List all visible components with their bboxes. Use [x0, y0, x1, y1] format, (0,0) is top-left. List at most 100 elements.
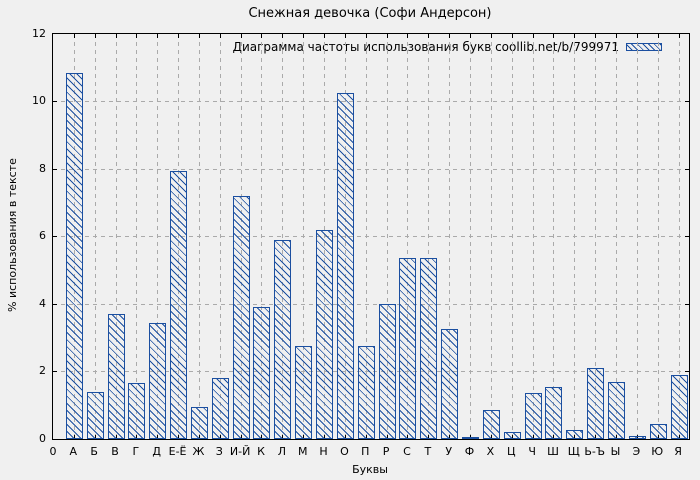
bar-Ю	[649, 423, 667, 439]
y-tick-label: 0	[39, 431, 46, 445]
gridline-vertical	[407, 34, 409, 439]
x-tick-mark	[240, 34, 242, 38]
x-tick-label: Г	[132, 445, 140, 458]
y-tick-mark	[53, 303, 57, 305]
bar-С	[399, 258, 417, 439]
y-tick-mark	[685, 168, 689, 170]
gridline-vertical	[616, 34, 618, 439]
gridline-vertical	[678, 34, 680, 439]
x-tick-mark	[178, 34, 180, 38]
x-tick-mark	[198, 34, 200, 38]
gridline-vertical	[219, 34, 221, 439]
x-tick-mark	[365, 34, 367, 38]
x-tick-label: Ж	[192, 445, 205, 458]
x-tick-label: Ю	[651, 445, 664, 458]
x-tick-mark	[282, 34, 284, 38]
bar-А	[65, 72, 83, 439]
y-tick-label: 4	[39, 296, 46, 310]
x-tick-label: Ф	[464, 445, 475, 458]
x-tick-label: З	[215, 445, 223, 458]
gridline-vertical	[303, 34, 305, 439]
bar-Ы	[608, 381, 626, 439]
gridline-vertical	[636, 34, 638, 439]
x-tick-label: И-Й	[229, 445, 251, 458]
x-tick-label: Т	[424, 445, 432, 458]
x-tick-mark	[470, 34, 472, 38]
x-tick-label: Я	[674, 445, 682, 458]
bar-Д	[149, 322, 167, 439]
y-tick-mark	[53, 236, 57, 237]
bar-Ф	[462, 436, 480, 439]
y-tick-mark	[53, 101, 57, 102]
x-tick-label: Ц	[506, 445, 516, 458]
bar-В	[107, 314, 125, 439]
x-tick-mark	[324, 34, 326, 38]
x-tick-label: Х	[486, 445, 495, 458]
x-tick-label: П	[361, 445, 370, 458]
gridline-vertical	[282, 34, 284, 439]
bar-К	[253, 307, 271, 439]
bar-Х	[482, 410, 500, 439]
x-tick-mark	[595, 34, 597, 38]
x-tick-mark	[303, 34, 305, 38]
gridline-horizontal	[53, 101, 689, 102]
x-tick-mark	[219, 34, 221, 38]
y-tick-label: 2	[39, 364, 46, 377]
x-tick-label: К	[257, 445, 265, 458]
bar-Ш	[545, 386, 563, 439]
gridline-vertical	[490, 34, 492, 439]
bar-У	[441, 329, 459, 439]
x-tick-mark	[490, 34, 492, 38]
x-tick-mark	[407, 34, 409, 38]
x-tick-label: Ч	[528, 445, 536, 458]
x-tick-mark	[574, 34, 576, 38]
x-tick-label: Р	[382, 445, 390, 458]
bar-О	[336, 93, 354, 439]
x-tick-label: У	[445, 445, 453, 458]
x-tick-mark	[636, 34, 638, 38]
y-tick-label: 10	[32, 94, 46, 107]
gridline-vertical	[574, 34, 576, 439]
x-tick-label: Н	[319, 445, 328, 458]
x-axis-label: Буквы	[352, 463, 388, 476]
y-tick-mark	[685, 236, 689, 237]
bar-Ь-Ъ	[587, 368, 605, 439]
gridline-vertical	[261, 34, 263, 439]
x-tick-mark	[157, 34, 159, 38]
y-tick-label: 8	[39, 161, 46, 175]
x-tick-mark	[616, 34, 618, 38]
x-tick-mark	[386, 34, 388, 38]
x-tick-mark	[344, 34, 346, 38]
x-tick-mark	[449, 34, 451, 38]
x-tick-mark	[115, 34, 117, 38]
bar-Щ	[566, 429, 584, 439]
gridline-vertical	[449, 34, 451, 439]
gridline-vertical	[94, 34, 96, 439]
x-tick-mark	[136, 34, 138, 38]
x-tick-label: Д	[152, 445, 162, 458]
gridline-vertical	[657, 34, 659, 439]
chart-title: Снежная девочка (Софи Андерсон)	[248, 6, 492, 21]
bar-П	[357, 346, 375, 439]
gridline-vertical	[198, 34, 200, 439]
x-tick-mark	[678, 34, 680, 38]
x-tick-mark	[73, 34, 75, 38]
x-tick-label: М	[297, 445, 308, 458]
x-tick-mark	[553, 34, 555, 38]
bar-Б	[86, 391, 104, 439]
bar-И-Й	[232, 196, 250, 439]
x-tick-label: В	[111, 445, 119, 458]
bar-Р	[378, 304, 396, 439]
bar-Г	[128, 383, 146, 439]
gridline-vertical	[428, 34, 430, 439]
plot-area: Диаграмма частоты использования букв coo…	[52, 33, 690, 440]
gridline-vertical	[365, 34, 367, 439]
x-tick-label: Ш	[547, 445, 559, 458]
legend: Диаграмма частоты использования букв coo…	[233, 40, 662, 54]
x-tick-mark	[428, 34, 430, 38]
y-tick-label: 6	[39, 229, 46, 242]
bar-З	[211, 378, 229, 439]
y-tick-mark	[685, 303, 689, 305]
x-tick-label: Ы	[610, 445, 621, 458]
y-tick-mark	[53, 371, 57, 372]
